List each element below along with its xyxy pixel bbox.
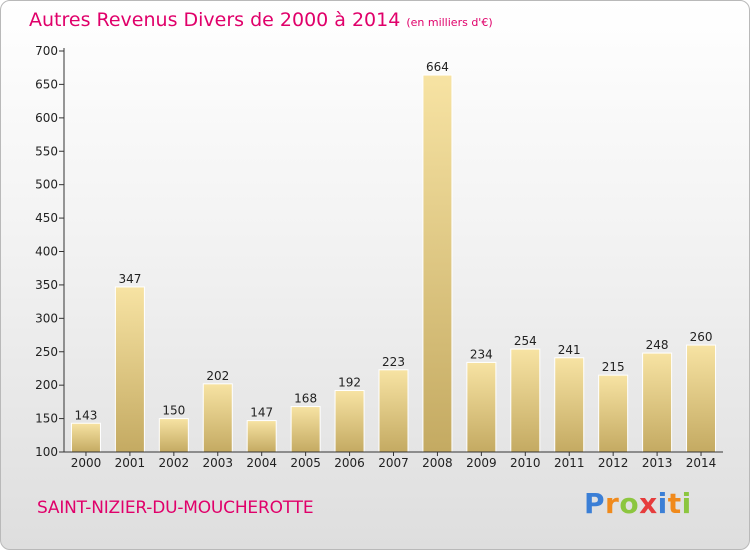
x-tick-label-2011: 2011 — [554, 456, 585, 470]
y-tick-label: 700 — [35, 44, 58, 58]
bar-2000 — [70, 422, 101, 453]
logo-letter: t — [667, 487, 682, 520]
x-tick-label-2012: 2012 — [598, 456, 629, 470]
value-label-2010: 254 — [514, 334, 537, 348]
y-tick-label: 200 — [35, 378, 58, 392]
y-tick-label: 300 — [35, 311, 58, 325]
bar-2012 — [598, 374, 629, 453]
y-axis: 100 150 200 250 300 350 400 450 500 550 600 650 700 — [35, 44, 65, 459]
bar-2002 — [158, 418, 189, 453]
value-label-2009: 234 — [470, 347, 493, 361]
bar-2004 — [246, 420, 277, 453]
proxiti-logo: Proxiti — [584, 487, 692, 520]
y-tick-label: 350 — [35, 278, 58, 292]
bar-2003 — [202, 383, 233, 453]
x-tick-label-2013: 2013 — [642, 456, 673, 470]
chart-title: Autres Revenus Divers de 2000 à 2014 (en … — [29, 9, 493, 31]
x-axis: 2000 2001 2002 2003 2004 2005 2006 2007 2008 2009… — [64, 451, 723, 470]
y-tick-label: 150 — [35, 412, 58, 426]
x-tick-label-2002: 2002 — [159, 456, 190, 470]
x-tick-label-2006: 2006 — [334, 456, 365, 470]
logo-letter: i — [657, 487, 668, 520]
value-label-2002: 150 — [162, 404, 185, 418]
y-tick-label: 450 — [35, 211, 58, 225]
y-tick-label: 500 — [35, 178, 58, 192]
logo-letter: i — [681, 487, 692, 520]
x-tick-label-2008: 2008 — [422, 456, 453, 470]
x-tick-label-2014: 2014 — [686, 456, 717, 470]
bar-2007 — [378, 369, 409, 453]
value-label-2001: 347 — [118, 272, 141, 286]
bars: 143 347 150 202 147 168 192 223 664 234 254 241 215 2… — [70, 60, 717, 453]
x-tick-label-2010: 2010 — [510, 456, 541, 470]
bar-2009 — [466, 361, 497, 453]
value-label-2008: 664 — [426, 60, 449, 74]
commune-name: SAINT-NIZIER-DU-MOUCHEROTTE — [37, 498, 314, 518]
value-label-2013: 248 — [646, 338, 669, 352]
logo-letter: P — [584, 487, 606, 520]
bar-2001 — [114, 286, 145, 453]
value-label-2000: 143 — [75, 408, 98, 422]
y-tick-label: 250 — [35, 345, 58, 359]
x-tick-label-2004: 2004 — [246, 456, 277, 470]
bar-2006 — [334, 390, 365, 453]
value-label-2005: 168 — [294, 392, 317, 406]
y-tick-label: 600 — [35, 111, 58, 125]
value-label-2004: 147 — [250, 406, 273, 420]
value-label-2007: 223 — [382, 355, 405, 369]
x-tick-label-2003: 2003 — [202, 456, 233, 470]
bar-2008 — [422, 74, 453, 453]
bar-2011 — [554, 357, 585, 453]
x-tick-label-2001: 2001 — [115, 456, 146, 470]
logo-letter: x — [639, 487, 658, 520]
value-label-2006: 192 — [338, 376, 361, 390]
y-tick-label: 550 — [35, 144, 58, 158]
y-tick-label: 650 — [35, 77, 58, 91]
x-tick-label-2005: 2005 — [290, 456, 321, 470]
y-tick-label: 100 — [35, 445, 58, 459]
bar-2013 — [642, 352, 673, 453]
value-label-2003: 202 — [206, 369, 229, 383]
x-tick-label-2007: 2007 — [378, 456, 409, 470]
x-tick-label-2000: 2000 — [71, 456, 102, 470]
value-label-2014: 260 — [690, 330, 713, 344]
chart-title-text: Autres Revenus Divers de 2000 à 2014 — [29, 9, 401, 31]
value-label-2011: 241 — [558, 343, 581, 357]
bar-2014 — [686, 344, 717, 453]
chart-subtitle: (en milliers d'€) — [406, 16, 493, 29]
value-label-2012: 215 — [602, 360, 625, 374]
bar-2005 — [290, 406, 321, 453]
logo-letter: r — [605, 487, 620, 520]
x-tick-label-2009: 2009 — [466, 456, 497, 470]
y-tick-label: 400 — [35, 245, 58, 259]
bar-2010 — [510, 348, 541, 453]
logo-letter: o — [619, 487, 640, 520]
